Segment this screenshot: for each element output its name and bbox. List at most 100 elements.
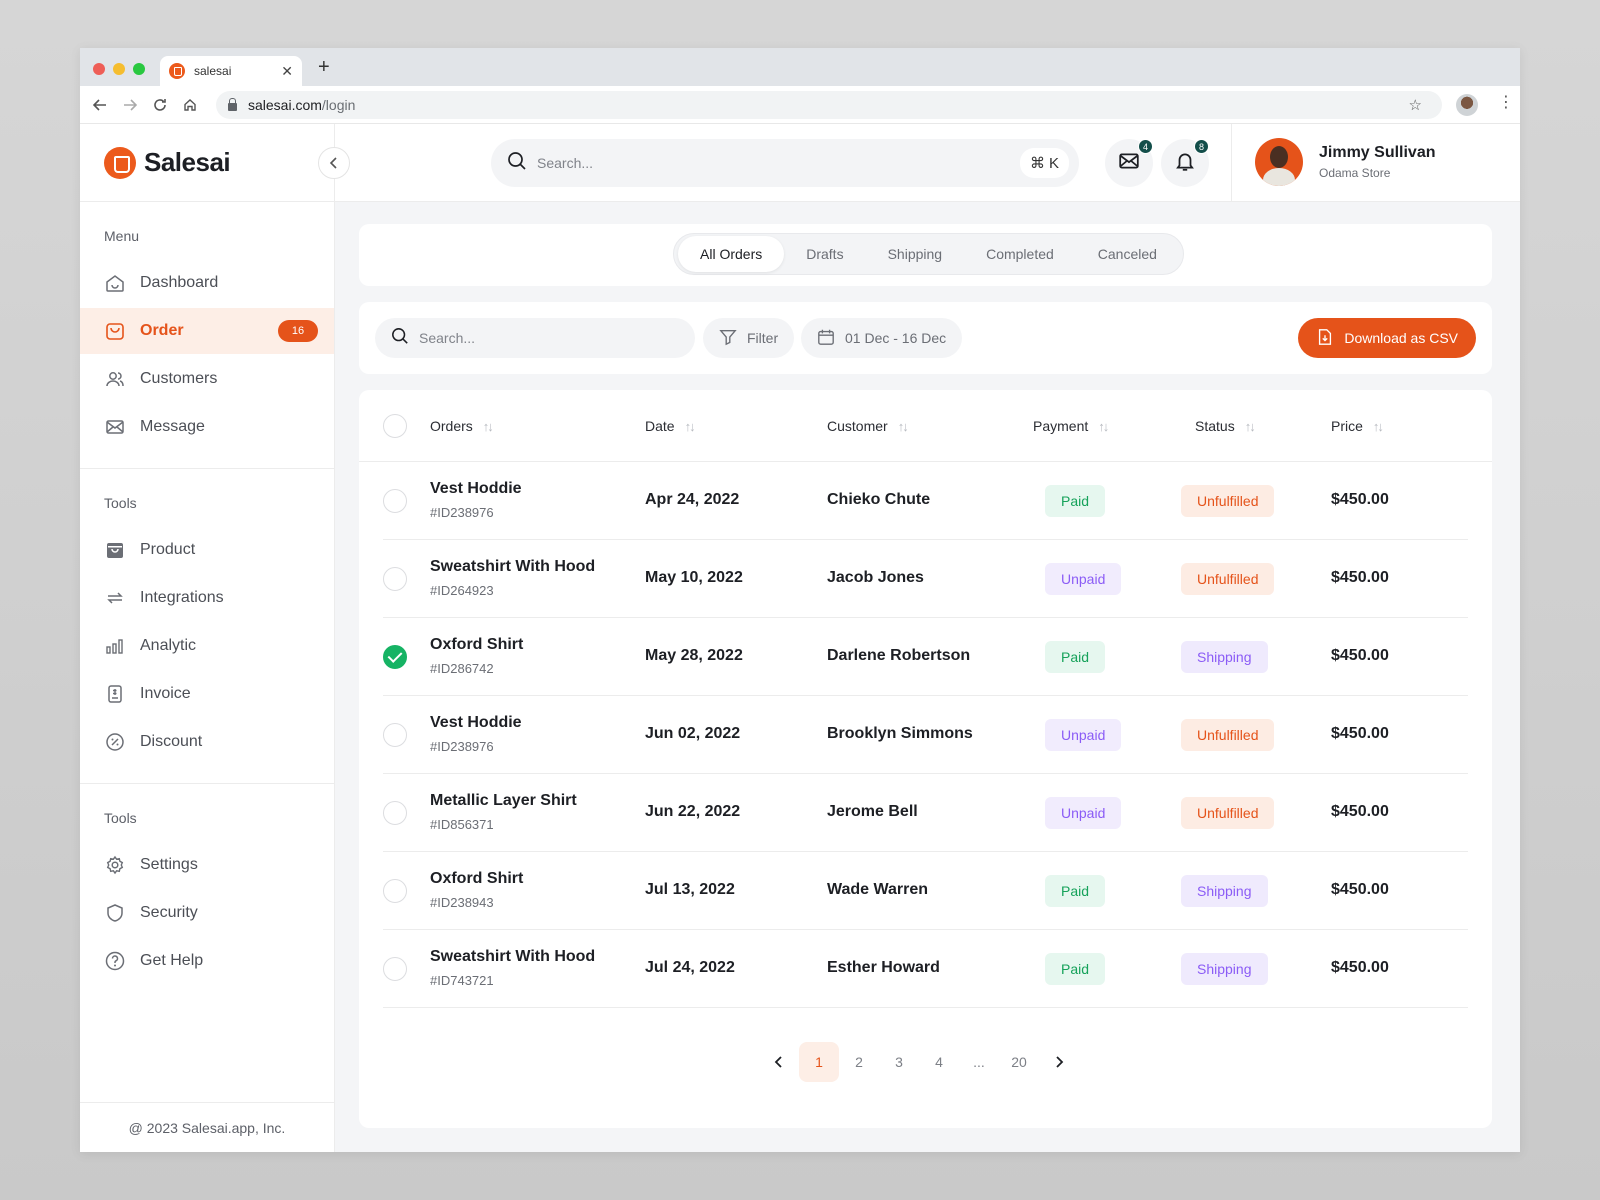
reload-icon[interactable] <box>150 95 170 115</box>
table-row[interactable]: Oxford Shirt #ID238943 Jul 13, 2022 Wade… <box>383 852 1468 930</box>
main-content: All Orders Drafts Shipping Completed Can… <box>335 202 1520 1152</box>
lock-icon <box>228 98 237 111</box>
bookmark-star-icon[interactable]: ☆ <box>1408 97 1422 114</box>
sidebar-item-get-help[interactable]: Get Help <box>80 938 334 984</box>
status-badge: Shipping <box>1181 953 1268 985</box>
page-button-3[interactable]: 3 <box>895 1054 903 1070</box>
page-button-4[interactable]: 4 <box>935 1054 943 1070</box>
date-range-label: 01 Dec - 16 Dec <box>845 330 947 346</box>
sidebar-item-security[interactable]: Security <box>80 890 334 936</box>
table-row[interactable]: Vest Hoddie #ID238976 Apr 24, 2022 Chiek… <box>383 462 1468 540</box>
user-menu[interactable]: Jimmy Sullivan Odama Store <box>1255 138 1436 186</box>
sidebar-item-discount[interactable]: Discount <box>80 719 334 765</box>
sidebar-item-invoice[interactable]: Invoice <box>80 671 334 717</box>
table-row[interactable]: Vest Hoddie #ID238976 Jun 02, 2022 Brook… <box>383 696 1468 774</box>
sidebar-item-product[interactable]: Product <box>80 527 334 573</box>
row-checkbox[interactable] <box>383 957 407 981</box>
browser-window: salesai ✕ + salesai.com/login ☆ ⋮ <box>80 48 1520 1152</box>
column-label: Date <box>645 418 675 434</box>
page-button-1[interactable]: 1 <box>799 1042 839 1082</box>
sidebar-item-dashboard[interactable]: Dashboard <box>80 260 334 306</box>
column-label: Orders <box>430 418 473 434</box>
column-date[interactable]: Date ↑↓ <box>645 418 696 434</box>
sort-icon: ↑↓ <box>684 418 696 434</box>
column-status[interactable]: Status ↑↓ <box>1195 418 1256 434</box>
date-range-button[interactable]: 01 Dec - 16 Dec <box>801 318 963 358</box>
url-path: /login <box>321 97 356 113</box>
users-icon <box>104 368 126 390</box>
sidebar-item-label: Product <box>140 541 196 558</box>
home-browser-icon[interactable] <box>180 95 200 115</box>
row-checkbox[interactable] <box>383 801 407 825</box>
forward-icon[interactable] <box>120 95 140 115</box>
sidebar-item-integrations[interactable]: Integrations <box>80 575 334 621</box>
help-icon <box>104 950 126 972</box>
column-orders[interactable]: Orders ↑↓ <box>430 418 494 434</box>
row-checkbox-checked[interactable] <box>383 645 407 669</box>
messages-button[interactable]: 4 <box>1105 139 1153 187</box>
sort-icon: ↑↓ <box>1098 418 1109 434</box>
browser-tab[interactable]: salesai ✕ <box>160 56 302 86</box>
window-controls <box>93 63 145 75</box>
tab-completed[interactable]: Completed <box>986 246 1054 262</box>
table-row[interactable]: Oxford Shirt #ID286742 May 28, 2022 Darl… <box>383 618 1468 696</box>
browser-profile-avatar[interactable] <box>1456 94 1478 116</box>
pagination: 1 2 3 4 ... 20 <box>759 1042 1079 1082</box>
download-csv-button[interactable]: Download as CSV <box>1298 318 1476 358</box>
close-window-button[interactable] <box>93 63 105 75</box>
tab-all-orders[interactable]: All Orders <box>678 236 785 272</box>
minimize-window-button[interactable] <box>113 63 125 75</box>
column-price[interactable]: Price ↑↓ <box>1331 418 1384 434</box>
customer-name: Darlene Robertson <box>827 647 971 664</box>
status-badge: Shipping <box>1181 641 1268 673</box>
row-checkbox[interactable] <box>383 879 407 903</box>
product-name: Vest Hoddie <box>430 480 522 497</box>
table-row[interactable]: Sweatshirt With Hood #ID743721 Jul 24, 2… <box>383 930 1468 1008</box>
table-row[interactable]: Metallic Layer Shirt #ID856371 Jun 22, 2… <box>383 774 1468 852</box>
sidebar-item-order[interactable]: Order 16 <box>80 308 334 354</box>
sidebar-item-customers[interactable]: Customers <box>80 356 334 402</box>
new-tab-icon[interactable]: + <box>318 56 330 78</box>
page-button-2[interactable]: 2 <box>855 1054 863 1070</box>
page-button-20[interactable]: 20 <box>1011 1054 1027 1070</box>
select-all-checkbox[interactable] <box>383 414 407 438</box>
notifications-button[interactable]: 8 <box>1161 139 1209 187</box>
row-checkbox[interactable] <box>383 489 407 513</box>
tab-shipping[interactable]: Shipping <box>887 246 943 262</box>
previous-page-icon[interactable] <box>759 1042 799 1082</box>
url-host: salesai.com <box>248 97 322 113</box>
table-row[interactable]: Sweatshirt With Hood #ID264923 May 10, 2… <box>383 540 1468 618</box>
tab-drafts[interactable]: Drafts <box>806 246 844 262</box>
app: Salesai Menu Dashboard Order 16 <box>80 124 1520 1152</box>
order-search-input[interactable] <box>419 330 679 346</box>
order-date: Apr 24, 2022 <box>645 491 740 508</box>
sidebar-item-message[interactable]: Message <box>80 404 334 450</box>
url-field[interactable]: salesai.com/login ☆ <box>216 91 1442 119</box>
sidebar-item-settings[interactable]: Settings <box>80 842 334 888</box>
filter-bar: Filter 01 Dec - 16 Dec Download as CSV <box>359 302 1492 374</box>
maximize-window-button[interactable] <box>133 63 145 75</box>
tab-canceled[interactable]: Canceled <box>1097 246 1157 262</box>
order-date: Jul 24, 2022 <box>645 959 735 976</box>
filter-button[interactable]: Filter <box>703 318 795 358</box>
sidebar-item-label: Settings <box>140 856 198 873</box>
sidebar: Salesai Menu Dashboard Order 16 <box>80 124 350 1152</box>
global-search-input[interactable] <box>537 155 1020 171</box>
next-page-icon[interactable] <box>1039 1042 1079 1082</box>
column-payment[interactable]: Payment ↑↓ <box>1033 418 1109 434</box>
row-checkbox[interactable] <box>383 567 407 591</box>
order-price: $450.00 <box>1331 803 1389 820</box>
payment-badge: Unpaid <box>1045 719 1122 751</box>
row-checkbox[interactable] <box>383 723 407 747</box>
sidebar-item-analytic[interactable]: Analytic <box>80 623 334 669</box>
collapse-sidebar-button[interactable] <box>318 147 350 179</box>
back-icon[interactable] <box>90 95 110 115</box>
column-label: Payment <box>1033 418 1089 434</box>
product-name: Oxford Shirt <box>430 636 524 653</box>
sidebar-item-label: Order <box>140 322 184 339</box>
browser-menu-icon[interactable]: ⋮ <box>1498 94 1514 111</box>
close-tab-icon[interactable]: ✕ <box>281 62 293 79</box>
column-customer[interactable]: Customer ↑↓ <box>827 418 909 434</box>
order-tabs: All Orders Drafts Shipping Completed Can… <box>673 233 1184 275</box>
customer-name: Brooklyn Simmons <box>827 725 973 742</box>
